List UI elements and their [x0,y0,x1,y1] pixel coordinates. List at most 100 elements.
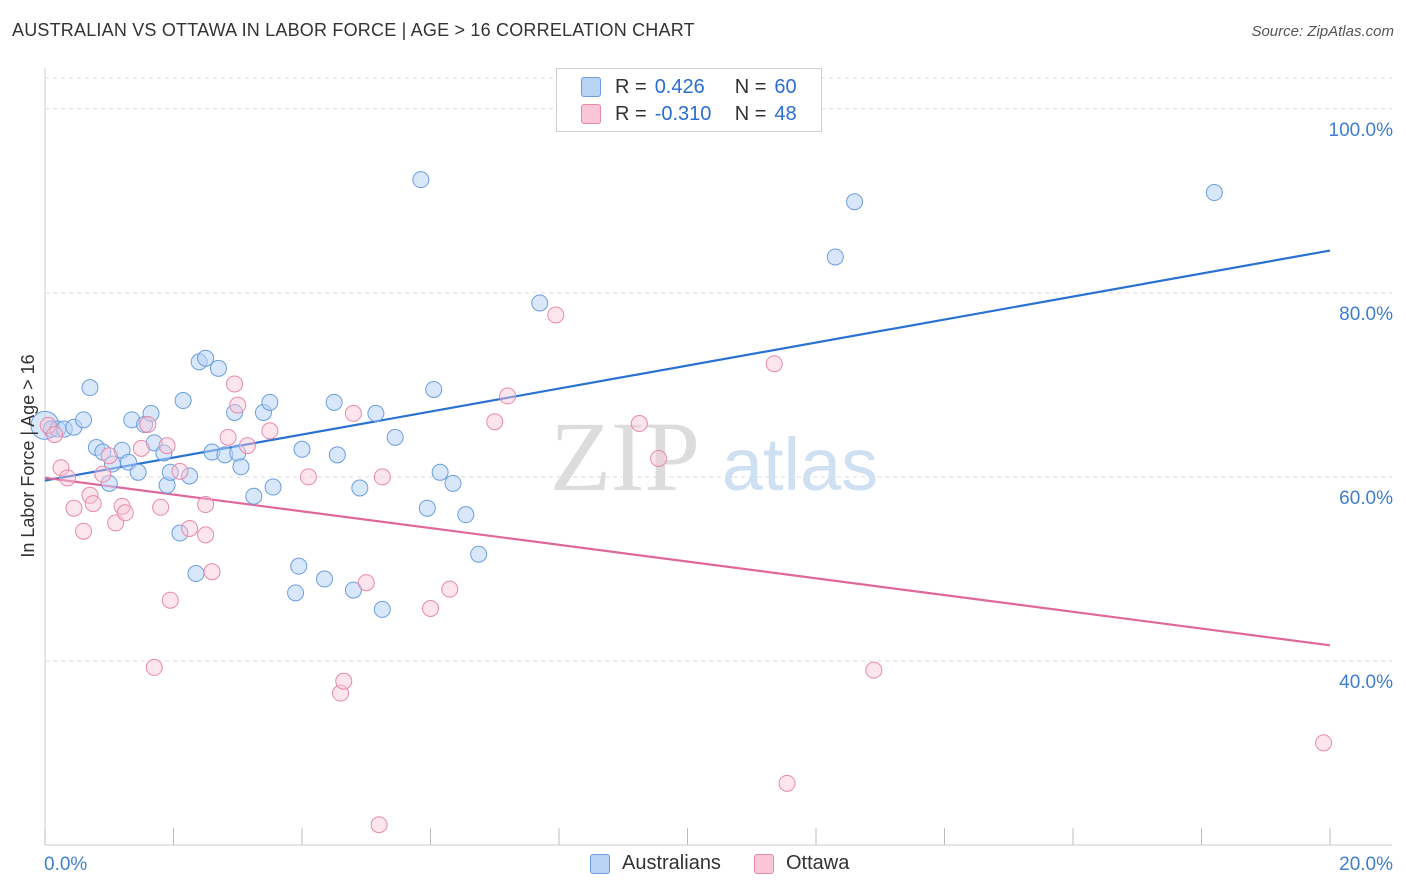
point-australians [315,570,333,588]
point-ottawa [152,498,170,516]
legend-n-label: N = [734,75,767,98]
point-ottawa [171,462,189,480]
point-ottawa [75,522,93,540]
axes [44,68,1392,846]
point-ottawa [145,658,163,676]
point-australians [75,411,93,429]
point-ottawa [229,396,247,414]
series-swatch-australians [590,853,610,874]
point-australians [470,545,488,563]
point-australians [174,392,192,410]
legend-r-value: 0.426 [654,75,705,98]
point-ottawa [219,428,237,446]
point-ottawa [158,437,176,455]
point-ottawa [486,413,504,431]
point-australians [171,524,189,542]
legend-row-ottawa: R = -0.310 N = 48 [581,102,797,126]
x-tick-label-max: 20.0% [1339,854,1393,875]
point-ottawa [630,415,648,433]
point-ottawa [46,426,64,444]
correlation-legend: R = 0.426 N = 60 R = -0.310 N = 48 [556,68,822,132]
trend-lines [44,249,1331,647]
point-australians [142,404,160,422]
chart-title: AUSTRALIAN VS OTTAWA IN LABOR FORCE | AG… [12,20,695,40]
point-australians [232,458,250,476]
point-australians [386,428,404,446]
point-australians [161,463,179,481]
gridlines [45,77,1392,662]
point-ottawa [344,404,362,422]
point-australians [344,581,362,599]
point-australians [373,600,391,618]
point-australians [351,479,369,497]
point-ottawa [370,816,388,834]
point-australians [826,248,844,266]
point-ottawa [547,306,565,324]
y-tick-label: 80.0% [1339,304,1393,325]
point-ottawa [58,469,76,487]
x-tick-label-min: 0.0% [44,854,87,875]
legend-n-label: N = [734,102,767,125]
series-swatch-ottawa [754,853,774,874]
point-australians [444,474,462,492]
point-australians [209,359,227,377]
point-australians [293,440,311,458]
point-ottawa [1315,734,1333,752]
series-legend-ottawa[interactable]: Ottawa [754,852,849,875]
point-ottawa [299,468,317,486]
point-australians [290,557,308,575]
point-australians [287,584,305,602]
point-ottawa [203,563,221,581]
point-australians [418,499,436,517]
point-ottawa [139,415,157,433]
point-australians [531,294,549,312]
point-australians [431,463,449,481]
legend-row-australians: R = 0.426 N = 60 [581,75,797,99]
point-ottawa [65,499,83,517]
point-australians [264,478,282,496]
point-australians [181,467,199,485]
legend-swatch-ottawa [581,104,601,124]
point-australians [187,565,205,583]
point-ottawa [335,672,353,690]
legend-r-label: R = [615,75,647,98]
y-tick-label: 60.0% [1339,488,1393,509]
point-australians [245,487,263,505]
watermark: ZIP atlas [550,401,878,512]
legend-n-value: 60 [774,75,797,98]
point-ottawa [84,495,102,513]
point-ottawa [197,496,215,514]
y-tick-label: 100.0% [1329,120,1394,141]
point-australians [325,393,343,411]
point-ottawa [261,422,279,440]
legend-n-value: 48 [774,102,797,125]
point-ottawa [39,416,57,434]
source-credit: Source: ZipAtlas.com [1251,23,1394,40]
series-legend-australians[interactable]: Australians [590,852,721,875]
series-label-ottawa: Ottawa [786,852,850,874]
legend-r-value: -0.310 [654,102,712,125]
point-ottawa [865,661,883,679]
point-ottawa [373,468,391,486]
point-ottawa [226,375,244,393]
point-ottawa [422,599,439,617]
watermark-zip: ZIP [550,401,700,512]
point-australians [412,171,430,189]
point-australians [197,349,215,367]
point-ottawa [238,437,256,455]
point-australians [457,506,475,524]
point-ottawa [357,574,375,592]
point-ottawa [94,465,112,483]
point-australians [261,393,279,411]
point-australians [328,446,346,464]
point-ottawa [650,450,668,467]
y-axis-label: In Labor Force | Age > 16 [18,354,38,557]
point-ottawa [161,591,179,609]
point-ottawa [132,439,150,457]
point-australians [367,404,385,422]
legend-r-label: R = [615,102,647,125]
trend-line-ottawa [44,476,1331,647]
series-legend: Australians Ottawa [0,852,1406,876]
watermark-atlas: atlas [722,423,878,506]
